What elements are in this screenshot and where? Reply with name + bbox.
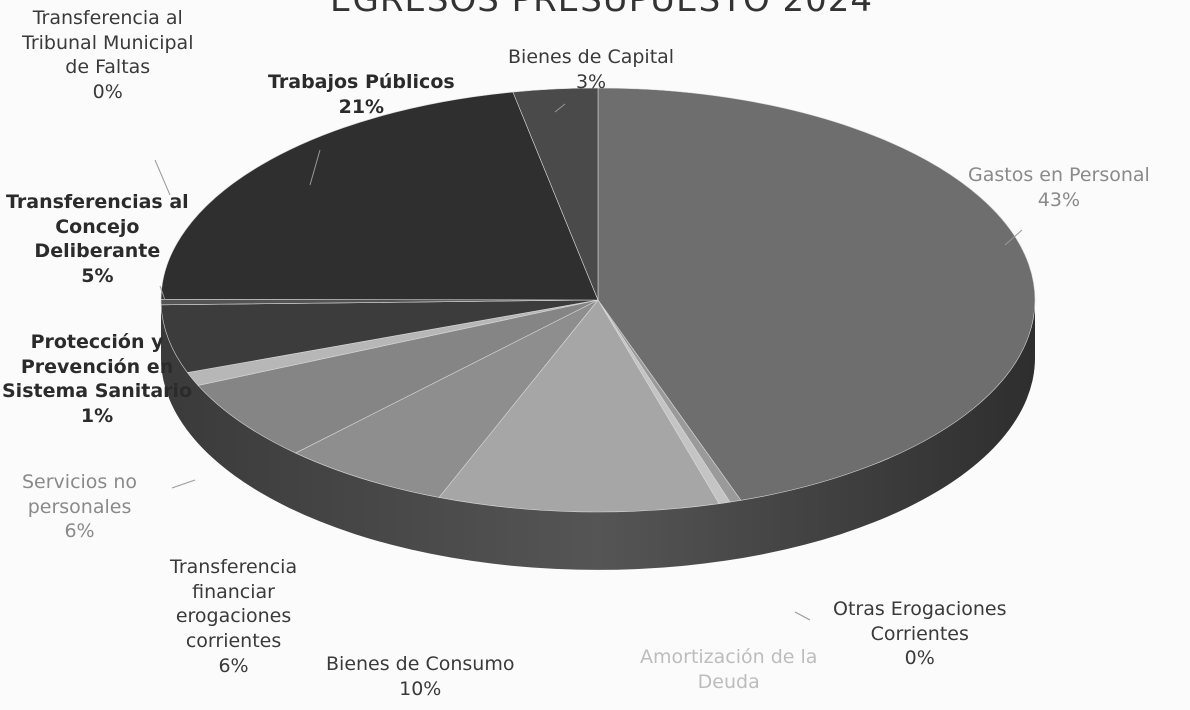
slice-label-text: Gastos en Personal (968, 164, 1150, 186)
leader-line-2 (309, 149, 321, 186)
slice-label-text: Corrientes (870, 622, 969, 645)
leader-line-1 (794, 611, 811, 621)
slice-label-text: Concejo (55, 215, 140, 238)
leader-line-5 (171, 479, 196, 489)
slice-label-bienes-capital: Bienes de Capital 3% (508, 45, 674, 94)
pie-top-face (160, 87, 1036, 513)
slice-label-text: Prevención en (20, 355, 174, 378)
slice-label-text: erogaciones (175, 605, 292, 628)
slice-label-transf-concejo: Transferencias al Concejo Deliberante 5% (6, 190, 189, 289)
slice-label-pct: 6% (218, 654, 249, 677)
slice-label-text: Bienes de Consumo (326, 653, 515, 675)
slice-label-pct: 1% (80, 405, 114, 428)
slice-label-text: Transferencia al (32, 7, 183, 29)
slice-label-pct: 6% (64, 520, 95, 543)
pie-slice-3 (438, 299, 720, 513)
slice-label-text: Deliberante (34, 240, 161, 263)
slice-label-gastos-personal: Gastos en Personal 43% (968, 163, 1150, 212)
pie-slice-4 (294, 299, 599, 498)
slice-label-pct: 3% (575, 70, 607, 93)
slice-label-amortizacion: Amortización de la Deuda (640, 645, 817, 694)
slice-label-text: Protección y (30, 331, 164, 353)
pie-slice-5 (197, 299, 599, 454)
slice-label-pct: 5% (81, 265, 114, 288)
slice-label-text: Amortización de la (640, 646, 818, 668)
slice-label-servicios-no-personales: Servicios no personales 6% (22, 470, 137, 544)
slice-label-pct: 43% (1037, 188, 1081, 211)
pie-side-wall (161, 300, 1035, 570)
slice-label-text: Trabajos Públicos (268, 71, 455, 93)
slice-label-text: de Faltas (65, 56, 151, 79)
leader-line-4 (154, 159, 171, 196)
slice-label-trabajos-publicos: Trabajos Públicos 21% (268, 70, 455, 119)
slice-label-text: Otras Erogaciones (833, 598, 1007, 620)
slice-label-text: Bienes de Capital (508, 46, 675, 68)
leader-line-3 (554, 103, 566, 113)
pie-side-band (161, 300, 1035, 570)
slice-label-text: Sistema Sanitario (2, 380, 193, 403)
slice-label-text: personales (27, 495, 132, 518)
slice-label-proteccion: Protección y Prevención en Sistema Sanit… (2, 330, 192, 429)
pie-slice-10 (512, 87, 599, 301)
slice-label-text: Tribunal Municipal (22, 31, 194, 54)
slice-label-transf-financiar: Transferencia financiar erogaciones corr… (170, 555, 297, 678)
leader-line-0 (1004, 229, 1023, 246)
slice-label-pct: 21% (338, 95, 385, 118)
slice-label-text: Deuda (697, 670, 760, 693)
chart-title: EGRESOS PRESUPUESTO 2024 (330, 0, 874, 20)
pie-slice-0 (597, 87, 1036, 501)
pie-slice-7 (160, 299, 599, 373)
slice-label-text: financiar (192, 580, 275, 603)
slice-label-bienes-consumo: Bienes de Consumo 10% (326, 652, 514, 701)
slice-label-otras-erogaciones: Otras Erogaciones Corrientes 0% (833, 597, 1007, 671)
leader-line-6 (159, 285, 166, 301)
slice-label-pct: 0% (92, 81, 123, 104)
slice-label-text: Transferencia (170, 556, 298, 578)
leader-lines (154, 103, 1023, 621)
slice-label-text: corrientes (185, 630, 282, 653)
slice-label-text: Servicios no (22, 471, 138, 493)
pie-slice-9 (160, 91, 599, 301)
slice-label-transf-tribunal: Transferencia al Tribunal Municipal de F… (22, 6, 193, 105)
slice-label-text: Transferencias al (6, 191, 189, 213)
slice-label-pct: 0% (904, 647, 935, 670)
slice-label-pct: 10% (399, 677, 442, 700)
